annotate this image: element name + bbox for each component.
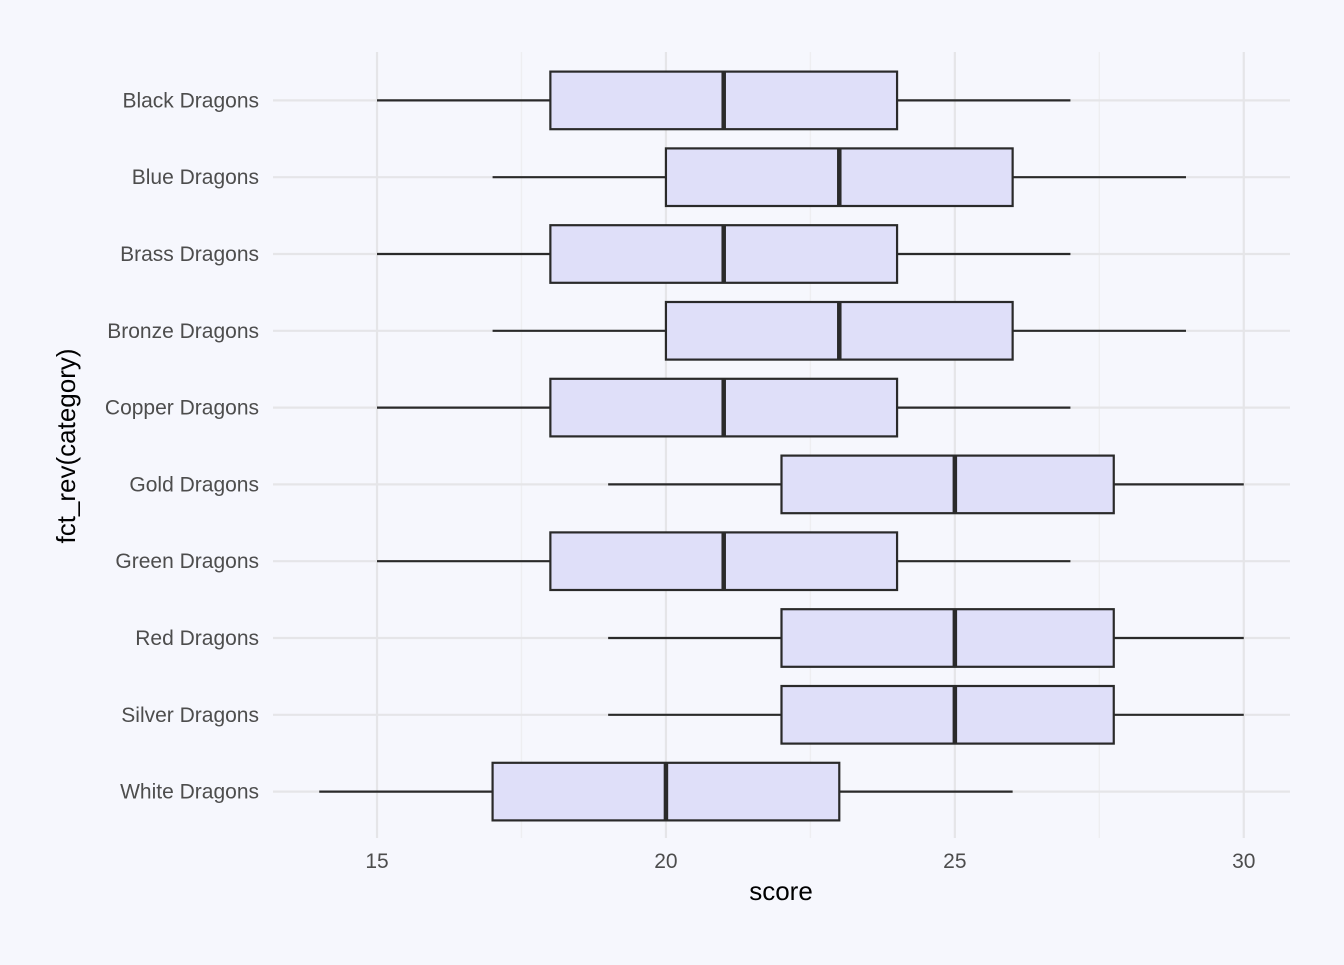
- y-axis-ticks: Black Dragons Blue Dragons Brass Dragons Br…: [105, 89, 259, 803]
- box-white-dragons: [319, 761, 1013, 822]
- box-copper-dragons: [377, 377, 1071, 438]
- x-tick-label: 20: [654, 850, 677, 873]
- box-green-dragons: [377, 531, 1071, 592]
- box-silver-dragons: [608, 684, 1244, 745]
- y-tick-label: Black Dragons: [122, 89, 259, 112]
- box-blue-dragons: [492, 147, 1186, 208]
- box-iqr: [780, 684, 1115, 745]
- y-tick-label: Green Dragons: [115, 550, 259, 573]
- box-iqr: [780, 608, 1115, 668]
- y-tick-label: Brass Dragons: [120, 243, 259, 266]
- y-tick-label: Blue Dragons: [132, 166, 259, 189]
- y-tick-label: Red Dragons: [135, 627, 259, 650]
- y-tick-label: Copper Dragons: [105, 397, 259, 420]
- box-gold-dragons: [608, 454, 1244, 515]
- y-tick-label: Gold Dragons: [129, 473, 259, 496]
- x-tick-label: 30: [1232, 850, 1255, 873]
- x-axis-title: score: [749, 876, 813, 906]
- x-tick-label: 25: [943, 850, 966, 873]
- box-brass-dragons: [377, 224, 1071, 284]
- box-bronze-dragons: [492, 300, 1186, 361]
- y-tick-label: Silver Dragons: [121, 704, 259, 727]
- boxes: [319, 70, 1244, 822]
- y-axis-title: fct_rev(category): [51, 348, 81, 543]
- y-tick-label: White Dragons: [120, 781, 259, 804]
- y-tick-label: Bronze Dragons: [107, 320, 259, 343]
- box-black-dragons: [377, 70, 1071, 131]
- x-tick-label: 15: [365, 850, 388, 873]
- box-red-dragons: [608, 608, 1244, 668]
- box-iqr: [780, 454, 1115, 515]
- x-axis-ticks: 15 20 25 30: [365, 850, 1255, 873]
